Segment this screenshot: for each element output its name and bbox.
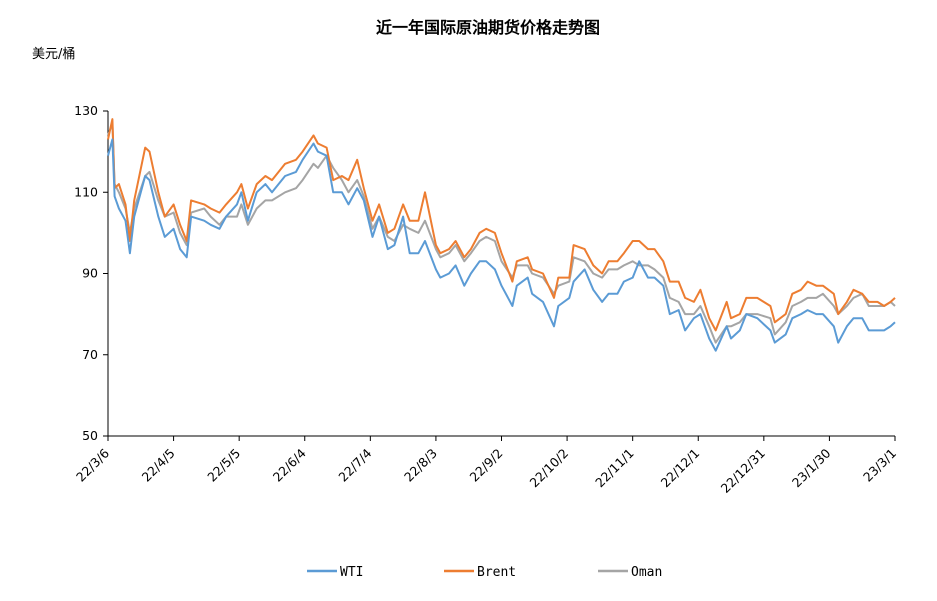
y-tick-label: 70 [82, 347, 98, 362]
x-tick-label: 22/6/4 [270, 445, 309, 484]
series-lines [107, 118, 896, 352]
chart-title: 近一年国际原油期货价格走势图 [376, 18, 600, 37]
x-tick-label: 23/1/30 [789, 445, 834, 490]
x-tick-label: 22/10/2 [527, 446, 572, 491]
legend-label-oman: Oman [631, 565, 662, 580]
x-tick-label: 22/4/5 [139, 446, 178, 485]
y-tick-label: 90 [82, 266, 98, 281]
y-axis-ticks: 50 70 90 110 130 [74, 103, 108, 443]
legend: WTI Brent Oman [307, 565, 662, 580]
x-tick-label: 22/9/2 [467, 446, 506, 485]
x-tick-label: 22/5/5 [204, 446, 243, 485]
series-line-brent [107, 118, 896, 332]
x-tick-label: 22/3/6 [73, 445, 112, 484]
x-tick-label: 22/12/31 [718, 446, 768, 496]
legend-label-wti: WTI [340, 565, 363, 580]
x-tick-label: 22/8/3 [401, 446, 440, 485]
unit-label: 美元/桶 [32, 47, 75, 62]
y-tick-label: 130 [74, 103, 98, 118]
series-line-oman [107, 122, 896, 344]
x-tick-label: 22/11/1 [592, 446, 637, 491]
x-tick-label: 22/12/1 [658, 446, 703, 491]
axes [107, 111, 895, 437]
y-tick-label: 110 [74, 184, 98, 199]
x-tick-label: 22/7/4 [335, 445, 374, 484]
x-tick-label: 23/3/1 [860, 446, 899, 485]
series-line-wti [107, 138, 896, 352]
x-axis-ticks: 22/3/6 22/4/5 22/5/5 22/6/4 22/7/4 22/8/3 22/9… [73, 436, 899, 496]
legend-label-brent: Brent [477, 565, 516, 580]
y-tick-label: 50 [82, 428, 98, 443]
